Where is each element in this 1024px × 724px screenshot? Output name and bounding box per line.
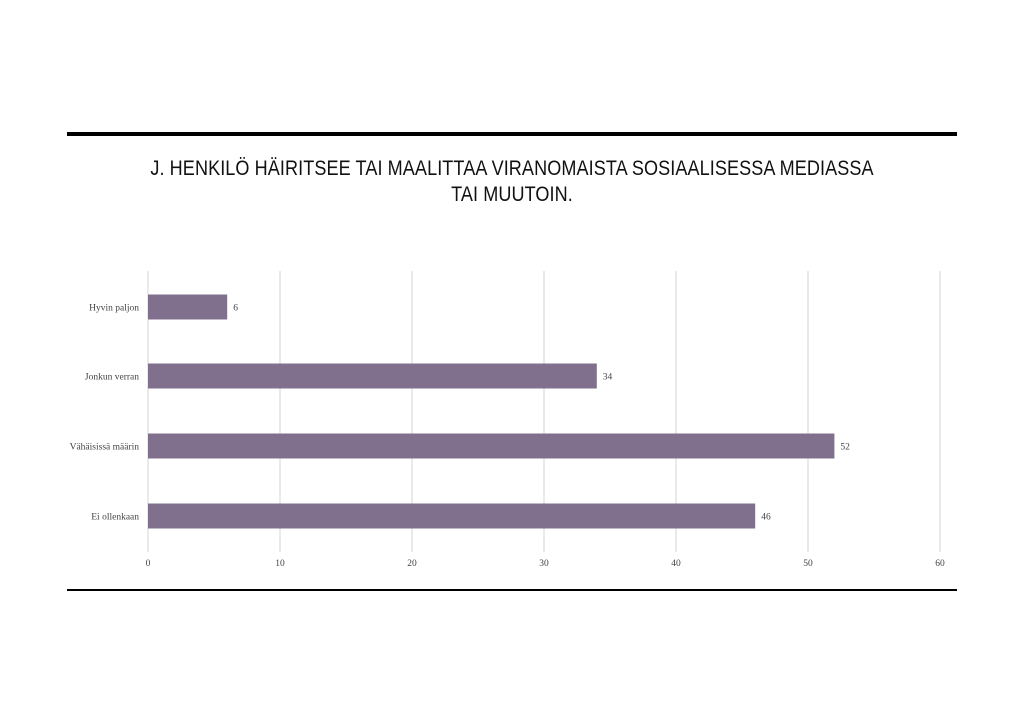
bottom-rule xyxy=(67,589,957,591)
bars xyxy=(148,294,835,529)
x-tick-label: 30 xyxy=(539,559,549,569)
x-tick-label: 0 xyxy=(146,559,151,569)
bar xyxy=(148,363,597,389)
bar xyxy=(148,503,756,529)
category-label: Hyvin paljon xyxy=(89,304,139,314)
bar xyxy=(148,294,228,320)
category-label: Jonkun verran xyxy=(85,373,139,383)
x-tick-label: 10 xyxy=(275,559,285,569)
category-label: Ei ollenkaan xyxy=(91,513,139,523)
data-label: 52 xyxy=(840,443,850,453)
x-tick-label: 60 xyxy=(935,559,945,569)
x-tick-label: 20 xyxy=(407,559,417,569)
x-tick-label: 40 xyxy=(671,559,681,569)
category-label: Vähäisissä määrin xyxy=(70,443,140,453)
value-labels: 6 34 52 46 xyxy=(233,304,850,523)
x-tick-labels: 0 10 20 30 40 50 60 xyxy=(146,559,945,569)
top-rule xyxy=(67,132,957,136)
x-tick-label: 50 xyxy=(803,559,813,569)
data-label: 34 xyxy=(603,373,613,383)
data-label: 46 xyxy=(761,513,771,523)
category-labels: Hyvin paljon Jonkun verran Vähäisissä määr… xyxy=(70,304,140,523)
data-label: 6 xyxy=(233,304,238,314)
bar xyxy=(148,433,835,459)
chart-title: J. HENKILÖ HÄIRITSEE TAI MAALITTAA VIRAN… xyxy=(150,157,874,206)
